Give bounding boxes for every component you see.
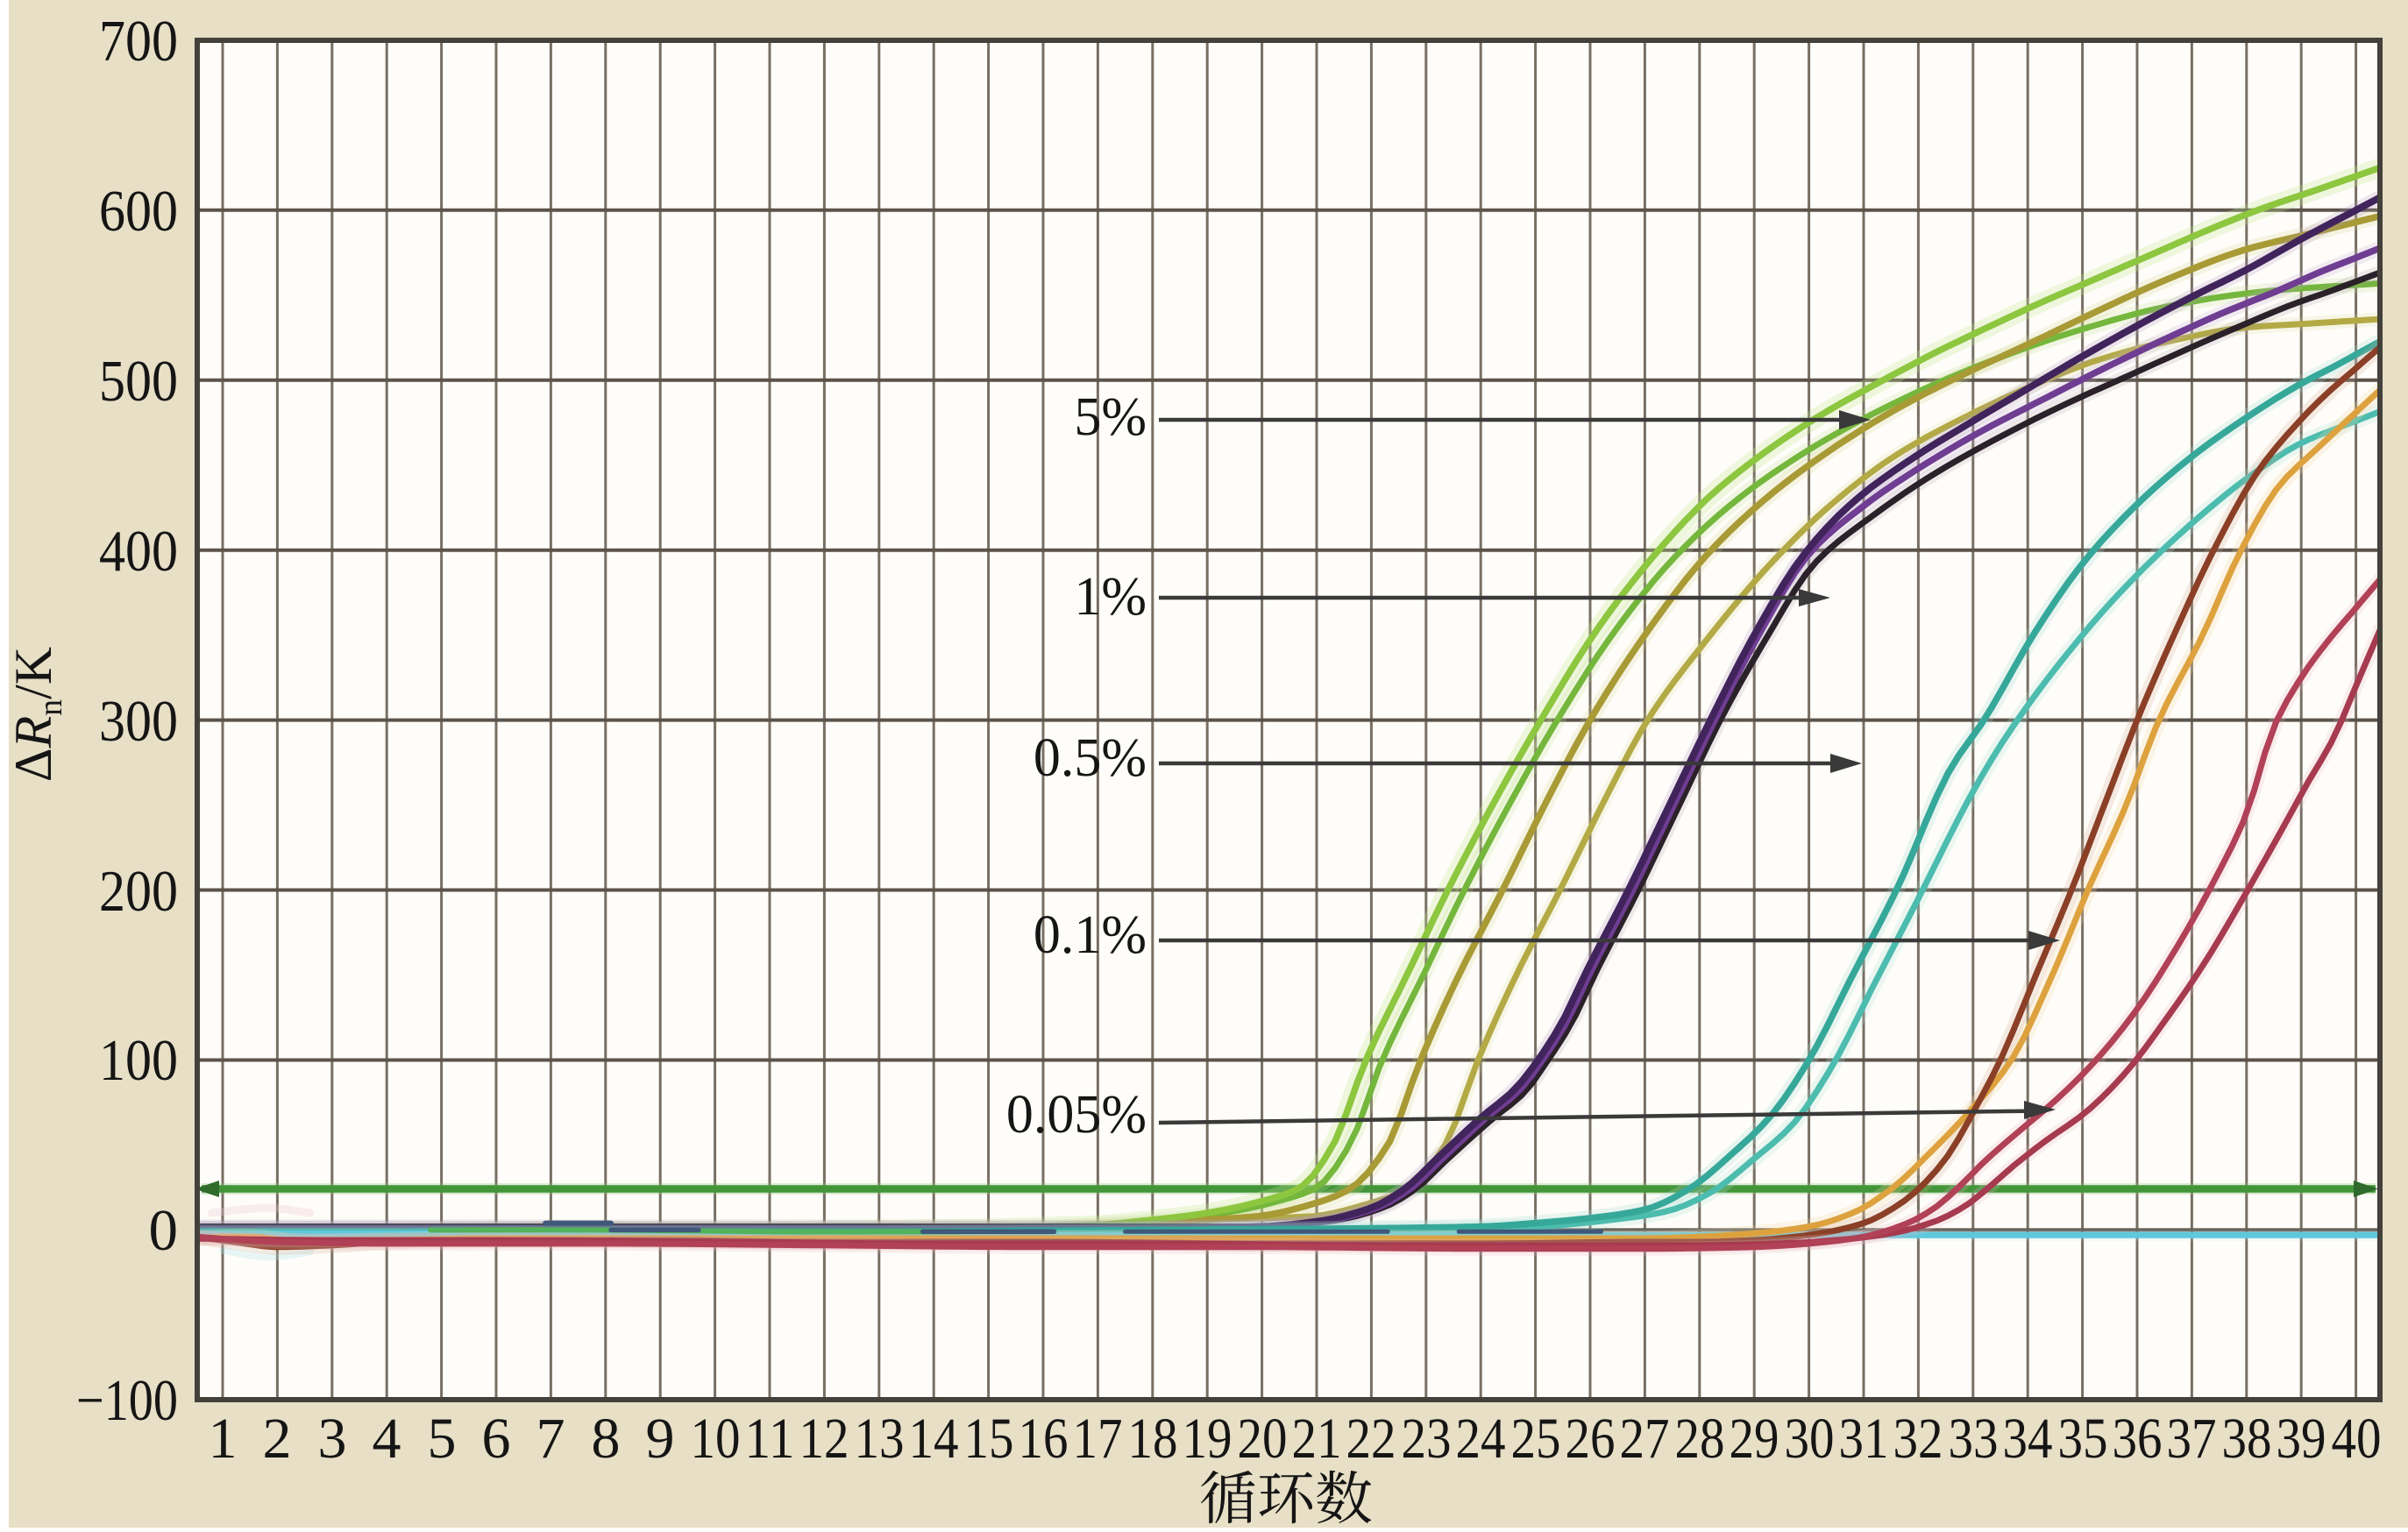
svg-text:18: 18 (1128, 1407, 1178, 1471)
svg-text:1: 1 (209, 1407, 238, 1471)
svg-text:500: 500 (99, 349, 178, 414)
svg-text:100: 100 (99, 1028, 178, 1093)
svg-text:5%: 5% (1074, 387, 1147, 447)
svg-text:29: 29 (1730, 1407, 1779, 1471)
svg-text:27: 27 (1620, 1407, 1670, 1471)
svg-text:28: 28 (1675, 1407, 1725, 1471)
svg-text:20: 20 (1238, 1407, 1288, 1471)
svg-text:21: 21 (1292, 1407, 1342, 1471)
svg-text:600: 600 (99, 179, 178, 244)
svg-text:31: 31 (1839, 1407, 1889, 1471)
svg-text:16: 16 (1019, 1407, 1069, 1471)
svg-text:32: 32 (1893, 1407, 1943, 1471)
svg-text:15: 15 (964, 1407, 1014, 1471)
svg-text:12: 12 (799, 1407, 849, 1471)
svg-text:30: 30 (1785, 1407, 1835, 1471)
svg-text:8: 8 (592, 1407, 621, 1471)
svg-text:5: 5 (428, 1407, 457, 1471)
svg-text:400: 400 (99, 519, 178, 584)
svg-text:0.05%: 0.05% (1006, 1085, 1147, 1145)
svg-text:38: 38 (2222, 1407, 2272, 1471)
svg-text:24: 24 (1456, 1407, 1506, 1471)
svg-text:35: 35 (2058, 1407, 2108, 1471)
svg-text:22: 22 (1346, 1407, 1396, 1471)
svg-text:2: 2 (263, 1407, 292, 1471)
svg-text:300: 300 (99, 689, 178, 754)
svg-text:34: 34 (2003, 1407, 2053, 1471)
svg-text:10: 10 (691, 1407, 741, 1471)
svg-text:200: 200 (99, 859, 178, 924)
svg-text:40: 40 (2332, 1407, 2382, 1471)
svg-text:37: 37 (2167, 1407, 2217, 1471)
svg-text:11: 11 (745, 1407, 795, 1471)
svg-text:26: 26 (1566, 1407, 1616, 1471)
svg-text:23: 23 (1402, 1407, 1452, 1471)
svg-text:13: 13 (855, 1407, 905, 1471)
svg-text:17: 17 (1073, 1407, 1123, 1471)
svg-text:0.5%: 0.5% (1034, 728, 1147, 788)
svg-text:0: 0 (149, 1198, 179, 1263)
svg-text:39: 39 (2277, 1407, 2326, 1471)
svg-text:36: 36 (2113, 1407, 2163, 1471)
svg-text:0.1%: 0.1% (1034, 905, 1147, 965)
svg-text:19: 19 (1183, 1407, 1232, 1471)
svg-text:25: 25 (1511, 1407, 1561, 1471)
svg-text:7: 7 (536, 1407, 565, 1471)
svg-text:6: 6 (482, 1407, 511, 1471)
svg-text:3: 3 (318, 1407, 347, 1471)
svg-text:33: 33 (1949, 1407, 1999, 1471)
svg-text:9: 9 (646, 1407, 675, 1471)
svg-text:700: 700 (99, 9, 178, 74)
svg-text:−100: −100 (76, 1368, 178, 1433)
svg-text:4: 4 (373, 1407, 401, 1471)
svg-text:1%: 1% (1074, 567, 1147, 627)
svg-text:14: 14 (909, 1407, 959, 1471)
